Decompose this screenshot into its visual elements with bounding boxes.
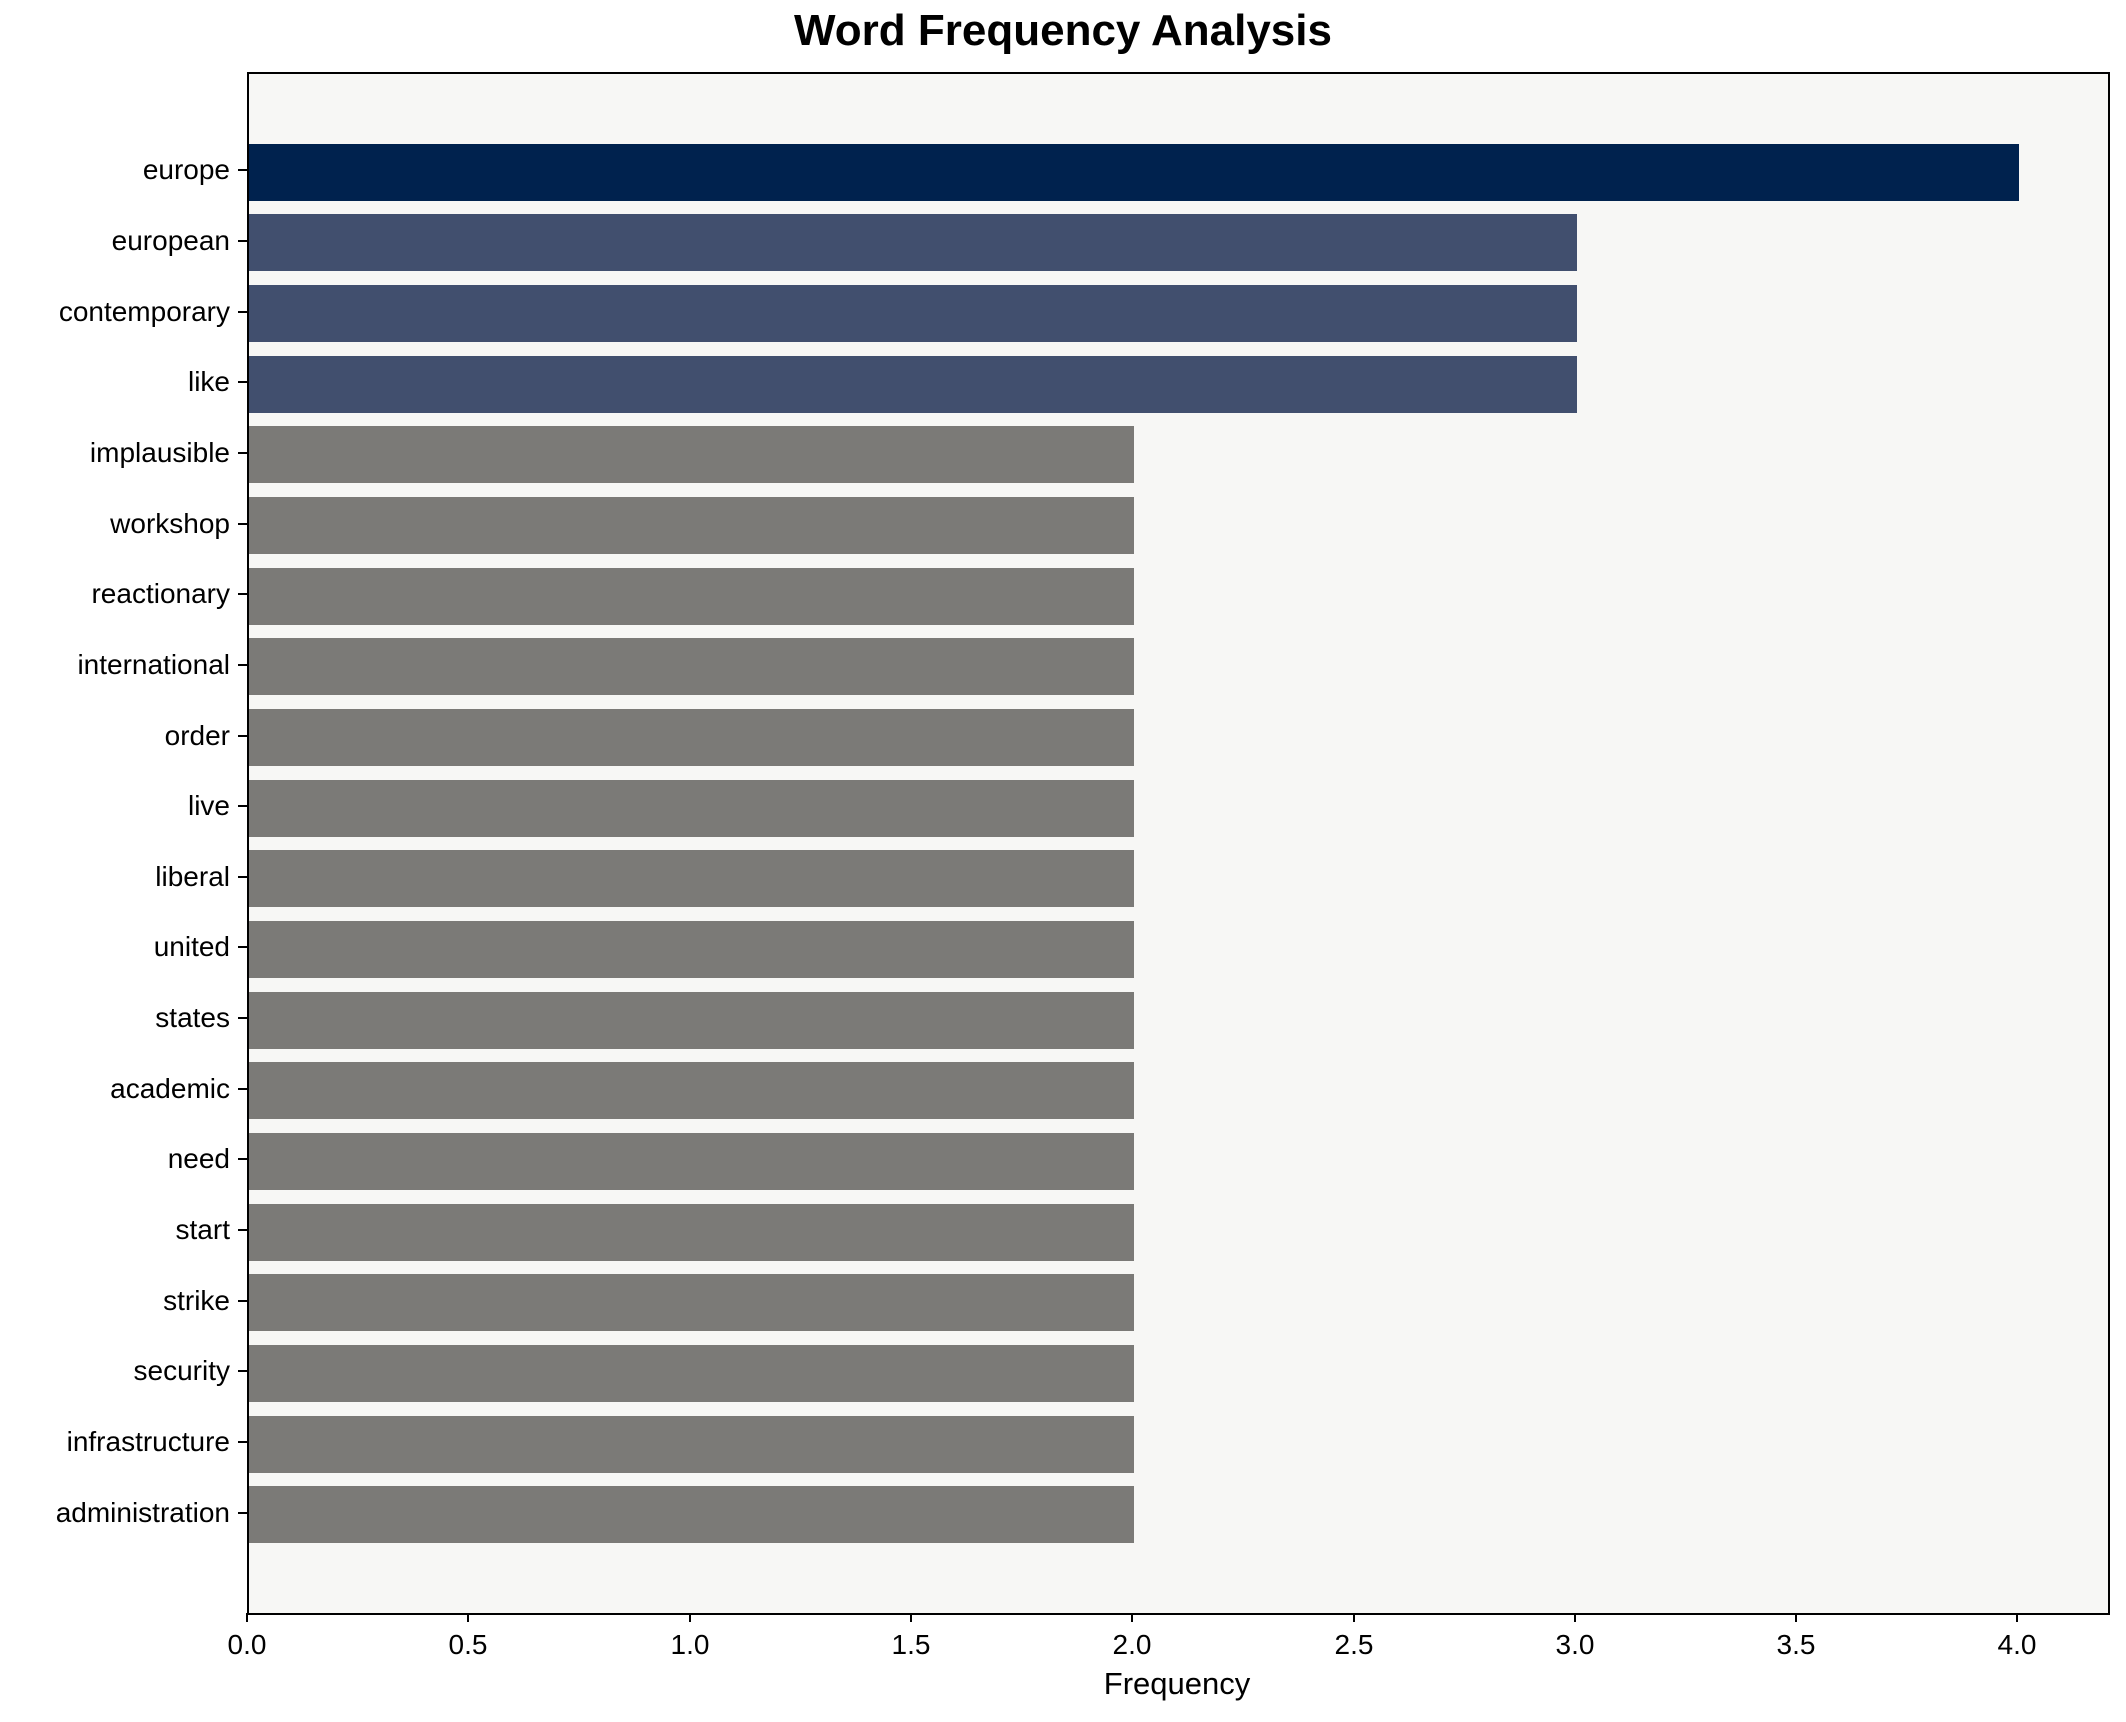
y-tick-label-like: like — [187, 366, 230, 397]
x-tick-mark — [246, 1613, 248, 1622]
y-tick-mark — [238, 1441, 247, 1443]
y-tick-mark — [238, 1370, 247, 1372]
y-tick-label-live: live — [187, 790, 230, 821]
x-tick-label-2.0: 2.0 — [1112, 1629, 1152, 1660]
bar-order — [249, 709, 1134, 766]
y-tick-mark — [238, 876, 247, 878]
y-tick-label-academic: academic — [110, 1073, 230, 1104]
bar-strike — [249, 1274, 1134, 1331]
bar-states — [249, 992, 1134, 1049]
y-tick-label-implausible: implausible — [89, 437, 230, 468]
x-tick-label-0.0: 0.0 — [227, 1629, 267, 1660]
y-tick-mark — [238, 311, 247, 313]
x-tick-label-4.0: 4.0 — [1997, 1629, 2037, 1660]
y-tick-label-states: states — [155, 1002, 230, 1033]
y-tick-mark — [238, 1512, 247, 1514]
y-tick-label-international: international — [77, 649, 230, 680]
y-tick-mark — [238, 1300, 247, 1302]
x-tick-label-1.0: 1.0 — [670, 1629, 710, 1660]
x-tick-mark — [1574, 1613, 1576, 1622]
y-tick-mark — [238, 240, 247, 242]
x-tick-mark — [1353, 1613, 1355, 1622]
y-tick-label-administration: administration — [55, 1497, 230, 1528]
x-tick-mark — [689, 1613, 691, 1622]
y-tick-mark — [238, 1229, 247, 1231]
bar-united — [249, 921, 1134, 978]
bar-security — [249, 1345, 1134, 1402]
y-tick-label-contemporary: contemporary — [58, 296, 230, 327]
y-tick-label-infrastructure: infrastructure — [66, 1426, 230, 1457]
y-tick-label-europe: europe — [142, 154, 230, 185]
y-tick-label-european: european — [111, 225, 230, 256]
y-tick-mark — [238, 805, 247, 807]
bar-administration — [249, 1486, 1134, 1543]
y-tick-label-liberal: liberal — [155, 861, 230, 892]
bar-reactionary — [249, 568, 1134, 625]
y-tick-mark — [238, 381, 247, 383]
x-tick-label-0.5: 0.5 — [448, 1629, 488, 1660]
bar-like — [249, 356, 1577, 413]
x-tick-mark — [910, 1613, 912, 1622]
y-tick-label-workshop: workshop — [110, 508, 230, 539]
bar-live — [249, 780, 1134, 837]
chart-title: Word Frequency Analysis — [794, 6, 1332, 55]
x-tick-mark — [1795, 1613, 1797, 1622]
y-tick-mark — [238, 1017, 247, 1019]
y-tick-label-need: need — [167, 1143, 230, 1174]
y-tick-label-strike: strike — [163, 1285, 230, 1316]
bar-contemporary — [249, 285, 1577, 342]
x-tick-label-2.5: 2.5 — [1334, 1629, 1374, 1660]
x-tick-label-1.5: 1.5 — [891, 1629, 931, 1660]
bar-european — [249, 214, 1577, 271]
y-tick-label-reactionary: reactionary — [91, 578, 230, 609]
bar-workshop — [249, 497, 1134, 554]
y-tick-mark — [238, 593, 247, 595]
bar-infrastructure — [249, 1416, 1134, 1473]
bar-need — [249, 1133, 1134, 1190]
y-tick-mark — [238, 664, 247, 666]
bar-implausible — [249, 426, 1134, 483]
y-tick-label-order: order — [164, 720, 230, 751]
x-tick-label-3.0: 3.0 — [1555, 1629, 1595, 1660]
y-tick-mark — [238, 1088, 247, 1090]
x-tick-mark — [467, 1613, 469, 1622]
y-tick-mark — [238, 1158, 247, 1160]
y-tick-label-security: security — [133, 1355, 230, 1386]
x-tick-mark — [2016, 1613, 2018, 1622]
y-tick-mark — [238, 735, 247, 737]
plot-area — [247, 72, 2110, 1615]
bar-start — [249, 1204, 1134, 1261]
x-axis-label: Frequency — [1103, 1666, 1251, 1701]
bar-international — [249, 638, 1134, 695]
y-tick-mark — [238, 169, 247, 171]
bar-academic — [249, 1062, 1134, 1119]
y-tick-label-start: start — [175, 1214, 230, 1245]
y-tick-mark — [238, 523, 247, 525]
bar-liberal — [249, 850, 1134, 907]
x-tick-mark — [1131, 1613, 1133, 1622]
bar-europe — [249, 144, 2019, 201]
y-tick-mark — [238, 452, 247, 454]
x-tick-label-3.5: 3.5 — [1776, 1629, 1816, 1660]
y-tick-label-united: united — [153, 931, 230, 962]
y-tick-mark — [238, 946, 247, 948]
